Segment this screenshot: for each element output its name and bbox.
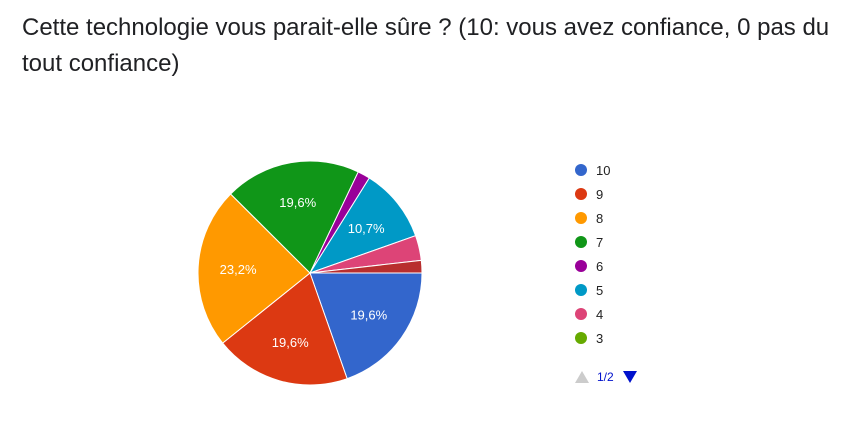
- legend-label: 8: [596, 210, 604, 226]
- legend-pager: 1/2: [575, 370, 637, 384]
- legend-item-4[interactable]: 4: [575, 302, 610, 326]
- legend-item-3[interactable]: 3: [575, 326, 610, 350]
- legend-swatch-icon: [575, 260, 587, 272]
- pie-data-label-10: 19,6%: [350, 308, 387, 323]
- pager-page-text: 1/2: [597, 370, 614, 384]
- legend-item-9[interactable]: 9: [575, 182, 610, 206]
- legend-item-7[interactable]: 7: [575, 230, 610, 254]
- pie-slice-5[interactable]: [308, 177, 417, 274]
- pager-next-icon[interactable]: [622, 371, 637, 383]
- pie-data-label-8: 23,2%: [220, 262, 257, 277]
- legend: 10 9 8 7 6 5 4 3: [575, 158, 610, 350]
- legend-label: 3: [596, 330, 604, 346]
- legend-swatch-icon: [575, 332, 587, 344]
- legend-swatch-icon: [575, 212, 587, 224]
- pie-data-labels: 19,6% 19,6% 23,2% 19,6% 10,7%: [220, 195, 388, 350]
- pie-data-label-5: 10,7%: [348, 221, 385, 236]
- pie-slice-2[interactable]: [309, 259, 423, 274]
- legend-swatch-icon: [575, 284, 587, 296]
- legend-label: 9: [596, 186, 604, 202]
- pie-data-label-7: 19,6%: [279, 195, 316, 210]
- pie-slice-8[interactable]: [197, 193, 311, 344]
- legend-swatch-icon: [575, 164, 587, 176]
- legend-label: 6: [596, 258, 604, 274]
- legend-label: 7: [596, 234, 604, 250]
- pie-data-label-9: 19,6%: [272, 335, 309, 350]
- legend-item-8[interactable]: 8: [575, 206, 610, 230]
- legend-label: 10: [596, 162, 611, 178]
- question-title: Cette technologie vous parait-elle sûre …: [22, 14, 830, 77]
- legend-swatch-icon: [575, 308, 587, 320]
- legend-swatch-icon: [575, 236, 587, 248]
- legend-item-5[interactable]: 5: [575, 278, 610, 302]
- pie-slice-9[interactable]: [221, 272, 348, 386]
- legend-swatch-icon: [575, 188, 587, 200]
- legend-label: 5: [596, 282, 604, 298]
- pie-slice-7[interactable]: [229, 160, 359, 274]
- legend-item-10[interactable]: 10: [575, 158, 610, 182]
- pie-slices: [197, 160, 423, 386]
- pager-previous-icon[interactable]: [575, 371, 589, 383]
- legend-item-6[interactable]: 6: [575, 254, 610, 278]
- legend-label: 4: [596, 306, 604, 322]
